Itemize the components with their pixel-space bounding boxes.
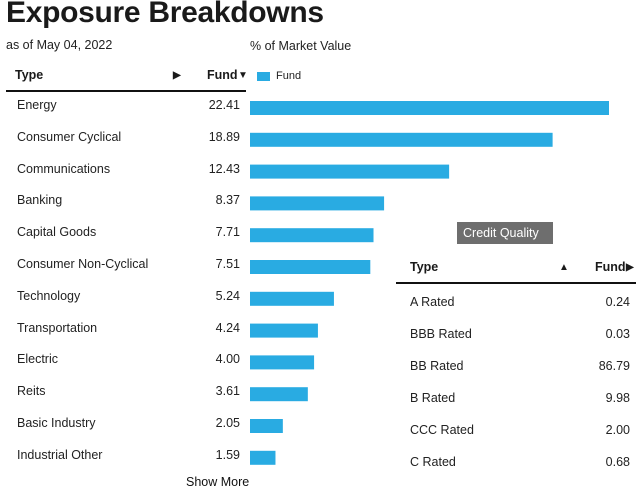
exposure-row-value: 7.71	[215, 225, 240, 240]
cq-row-label: BBB Rated	[410, 327, 472, 341]
exposure-row-value: 12.43	[208, 161, 240, 176]
cq-row-value: 0.03	[605, 327, 630, 341]
bar-communications	[250, 164, 450, 179]
cq-row-value: 2.00	[605, 423, 630, 437]
exposure-row-label: Banking	[17, 193, 63, 208]
exposure-row-label: Communications	[17, 161, 111, 176]
exposure-row-value: 2.05	[215, 416, 240, 430]
legend-swatch	[257, 71, 270, 81]
cq-row-label: C Rated	[410, 455, 456, 469]
exposure-row-value: 4.24	[215, 320, 240, 335]
cq-sort-type-icon[interactable]: ▲	[559, 262, 569, 273]
exposure-row-label: Consumer Non-Cyclical	[17, 257, 149, 271]
cq-row-value: 9.98	[605, 391, 630, 405]
bar-reits	[250, 387, 308, 402]
bar-consumer-non-cyclical	[250, 260, 371, 274]
credit-quality-panel: Type ▲ Fund ▶ A Rated 0.24 BBB Rated 0.03 BB…	[396, 250, 636, 485]
credit-quality-header: Type ▲ Fund ▶	[396, 256, 636, 284]
bar-consumer-cyclical	[250, 132, 553, 147]
bar-energy	[250, 101, 609, 115]
exposure-row-value: 3.61	[215, 384, 240, 399]
bar-banking	[250, 196, 385, 211]
chart-axis-label: % of Market Value	[250, 39, 352, 53]
exposure-row-value: 8.37	[215, 193, 240, 208]
bar-transportation	[250, 323, 318, 338]
exposure-row-value: 1.59	[215, 447, 240, 462]
exposure-row-label: Reits	[17, 384, 46, 399]
cq-row-value: 86.79	[598, 359, 630, 373]
cq-column-header-fund[interactable]: Fund	[595, 260, 626, 274]
cq-row-label: CCC Rated	[410, 423, 474, 437]
exposure-row-value: 5.24	[215, 288, 240, 303]
cq-row-value: 0.68	[605, 455, 630, 469]
sort-fund-icon[interactable]: ▼	[238, 70, 248, 81]
exposure-row-label: Energy	[17, 98, 57, 112]
page-title: Exposure Breakdowns	[6, 0, 324, 29]
column-header-type[interactable]: Type	[15, 68, 44, 82]
exposure-row-label: Consumer Cyclical	[17, 129, 122, 144]
chart-legend: Fund	[257, 70, 301, 82]
credit-quality-button[interactable]: Credit Quality	[457, 222, 553, 244]
exposure-row-label: Technology	[17, 288, 81, 303]
cq-row-label: A Rated	[410, 295, 455, 309]
exposure-row-label: Capital Goods	[17, 225, 97, 240]
cq-sort-fund-icon[interactable]: ▶	[626, 262, 634, 273]
exposure-row-label: Electric	[17, 352, 58, 367]
show-more-button[interactable]: Show More	[186, 475, 250, 489]
exposure-row-label: Basic Industry	[17, 416, 96, 430]
exposure-row-value: 7.51	[215, 257, 240, 271]
exposure-row-value: 22.41	[208, 98, 240, 112]
cq-column-header-type[interactable]: Type	[410, 260, 439, 274]
legend-label: Fund	[276, 70, 302, 82]
bar-industrial-other	[250, 450, 276, 465]
exposure-row-value: 18.89	[208, 129, 240, 144]
cq-row-value: 0.24	[605, 295, 630, 309]
exposure-table-header: Type ▶ Fund ▼	[6, 64, 248, 92]
exposure-row-value: 4.00	[215, 352, 240, 367]
cq-row-label: B Rated	[410, 391, 456, 405]
bar-capital-goods	[250, 228, 374, 243]
as-of-date: as of May 04, 2022	[6, 38, 113, 52]
bar-technology	[250, 291, 334, 306]
bar-electric	[250, 355, 315, 370]
cq-row-label: BB Rated	[410, 359, 464, 373]
exposure-row-label: Industrial Other	[17, 447, 103, 462]
sort-type-icon[interactable]: ▶	[173, 70, 181, 81]
bar-basic-industry	[250, 419, 283, 433]
column-header-fund[interactable]: Fund	[207, 68, 238, 82]
exposure-row-label: Transportation	[17, 320, 98, 335]
